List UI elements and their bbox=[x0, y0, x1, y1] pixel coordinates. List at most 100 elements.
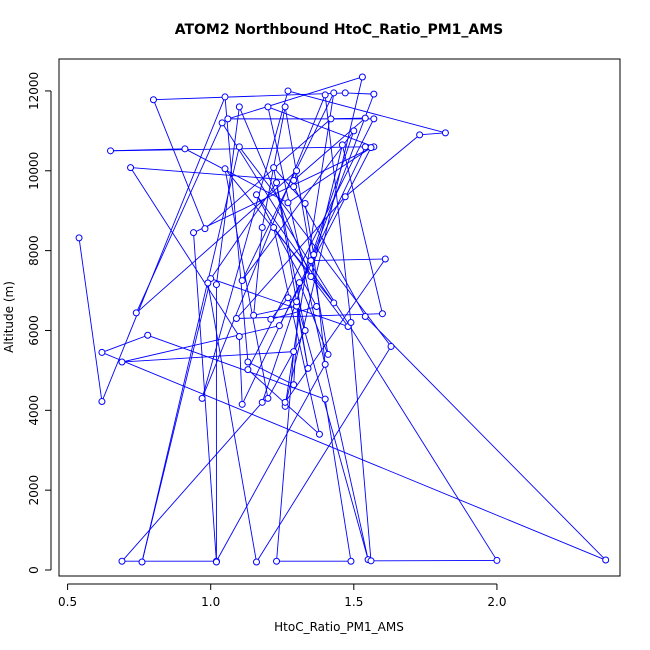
series-segment bbox=[201, 90, 289, 399]
series-segment bbox=[201, 94, 326, 399]
data-point bbox=[338, 141, 346, 149]
series-segment bbox=[121, 351, 294, 363]
data-point bbox=[221, 93, 229, 101]
data-point bbox=[252, 191, 260, 199]
data-point bbox=[138, 558, 146, 566]
data-point bbox=[307, 273, 315, 281]
data-point bbox=[273, 557, 281, 565]
data-point bbox=[273, 179, 281, 187]
data-point bbox=[107, 147, 115, 155]
data-point bbox=[250, 311, 258, 319]
series-segment bbox=[236, 313, 383, 319]
series-segment bbox=[153, 99, 206, 229]
series-segment bbox=[147, 334, 326, 400]
data-point bbox=[602, 556, 610, 564]
data-point bbox=[212, 281, 220, 289]
series-segment bbox=[135, 170, 297, 314]
data-point bbox=[232, 314, 240, 322]
data-point bbox=[244, 366, 252, 374]
series-segment bbox=[270, 297, 289, 320]
series-segment bbox=[267, 106, 369, 560]
data-point bbox=[284, 87, 292, 95]
data-point bbox=[361, 313, 369, 321]
series-segment bbox=[121, 402, 263, 562]
data-point bbox=[293, 167, 301, 175]
series-segment bbox=[227, 76, 363, 120]
plot-area bbox=[58, 58, 621, 577]
data-point bbox=[387, 342, 395, 350]
series-segment bbox=[324, 399, 352, 562]
data-point bbox=[181, 145, 189, 153]
data-point bbox=[321, 360, 329, 368]
y-tick-label: 6000 bbox=[27, 315, 41, 346]
data-point bbox=[212, 558, 220, 566]
data-point bbox=[284, 199, 292, 207]
data-point bbox=[267, 315, 275, 323]
series-segment bbox=[224, 168, 335, 304]
data-point bbox=[264, 394, 272, 402]
series-segment bbox=[267, 330, 306, 399]
series-segment bbox=[284, 258, 386, 403]
series-segment bbox=[256, 194, 317, 307]
data-point bbox=[347, 318, 355, 326]
data-point bbox=[330, 89, 338, 97]
data-point bbox=[330, 299, 338, 307]
series-segment bbox=[344, 134, 420, 198]
data-point bbox=[75, 234, 83, 242]
data-point bbox=[341, 193, 349, 201]
data-point bbox=[321, 395, 329, 403]
data-point bbox=[290, 348, 298, 356]
data-point bbox=[235, 103, 243, 111]
y-axis: 0 2000 4000 6000 8000 10000 12000 bbox=[27, 72, 52, 574]
data-point bbox=[347, 557, 355, 565]
series-segment bbox=[253, 227, 263, 316]
data-point bbox=[493, 556, 501, 564]
series-segment bbox=[207, 182, 277, 284]
data-point bbox=[270, 223, 278, 231]
series-segment bbox=[224, 168, 269, 399]
series-segment bbox=[210, 278, 349, 327]
data-point bbox=[361, 114, 369, 122]
series-segment bbox=[207, 282, 257, 563]
data-point bbox=[293, 298, 301, 306]
data-point bbox=[270, 164, 278, 172]
series-segment bbox=[221, 122, 498, 561]
series-segment bbox=[153, 92, 346, 101]
series-segment bbox=[313, 254, 326, 365]
series-segment bbox=[215, 106, 240, 285]
data-point bbox=[118, 557, 126, 565]
data-point bbox=[284, 294, 292, 302]
series-segment bbox=[310, 93, 375, 261]
series-segment bbox=[350, 322, 372, 561]
data-point bbox=[218, 119, 226, 127]
data-point bbox=[290, 176, 298, 184]
series-segment bbox=[287, 147, 372, 204]
data-point bbox=[132, 309, 140, 317]
series-segment bbox=[304, 203, 315, 255]
data-point bbox=[304, 364, 312, 372]
data-point bbox=[244, 358, 252, 366]
data-point bbox=[321, 91, 329, 99]
data-point bbox=[381, 255, 389, 263]
data-point bbox=[204, 279, 212, 287]
data-point bbox=[327, 115, 335, 123]
data-lines bbox=[78, 76, 607, 563]
data-point bbox=[275, 322, 283, 330]
data-point bbox=[198, 394, 206, 402]
series-segment bbox=[247, 118, 375, 370]
data-point bbox=[350, 127, 358, 135]
series-segment bbox=[204, 118, 332, 230]
x-tick-label: 0.5 bbox=[58, 595, 77, 609]
series-segment bbox=[293, 186, 366, 317]
data-point bbox=[98, 348, 106, 356]
data-point bbox=[238, 277, 246, 285]
series-segment bbox=[78, 237, 103, 402]
series-segment bbox=[330, 117, 366, 120]
data-point bbox=[281, 398, 289, 406]
x-tick-label: 2.0 bbox=[487, 595, 506, 609]
data-point bbox=[264, 103, 272, 111]
series-segment bbox=[256, 346, 392, 563]
y-tick-label: 8000 bbox=[27, 235, 41, 266]
data-point bbox=[281, 103, 289, 111]
data-point bbox=[127, 164, 135, 172]
